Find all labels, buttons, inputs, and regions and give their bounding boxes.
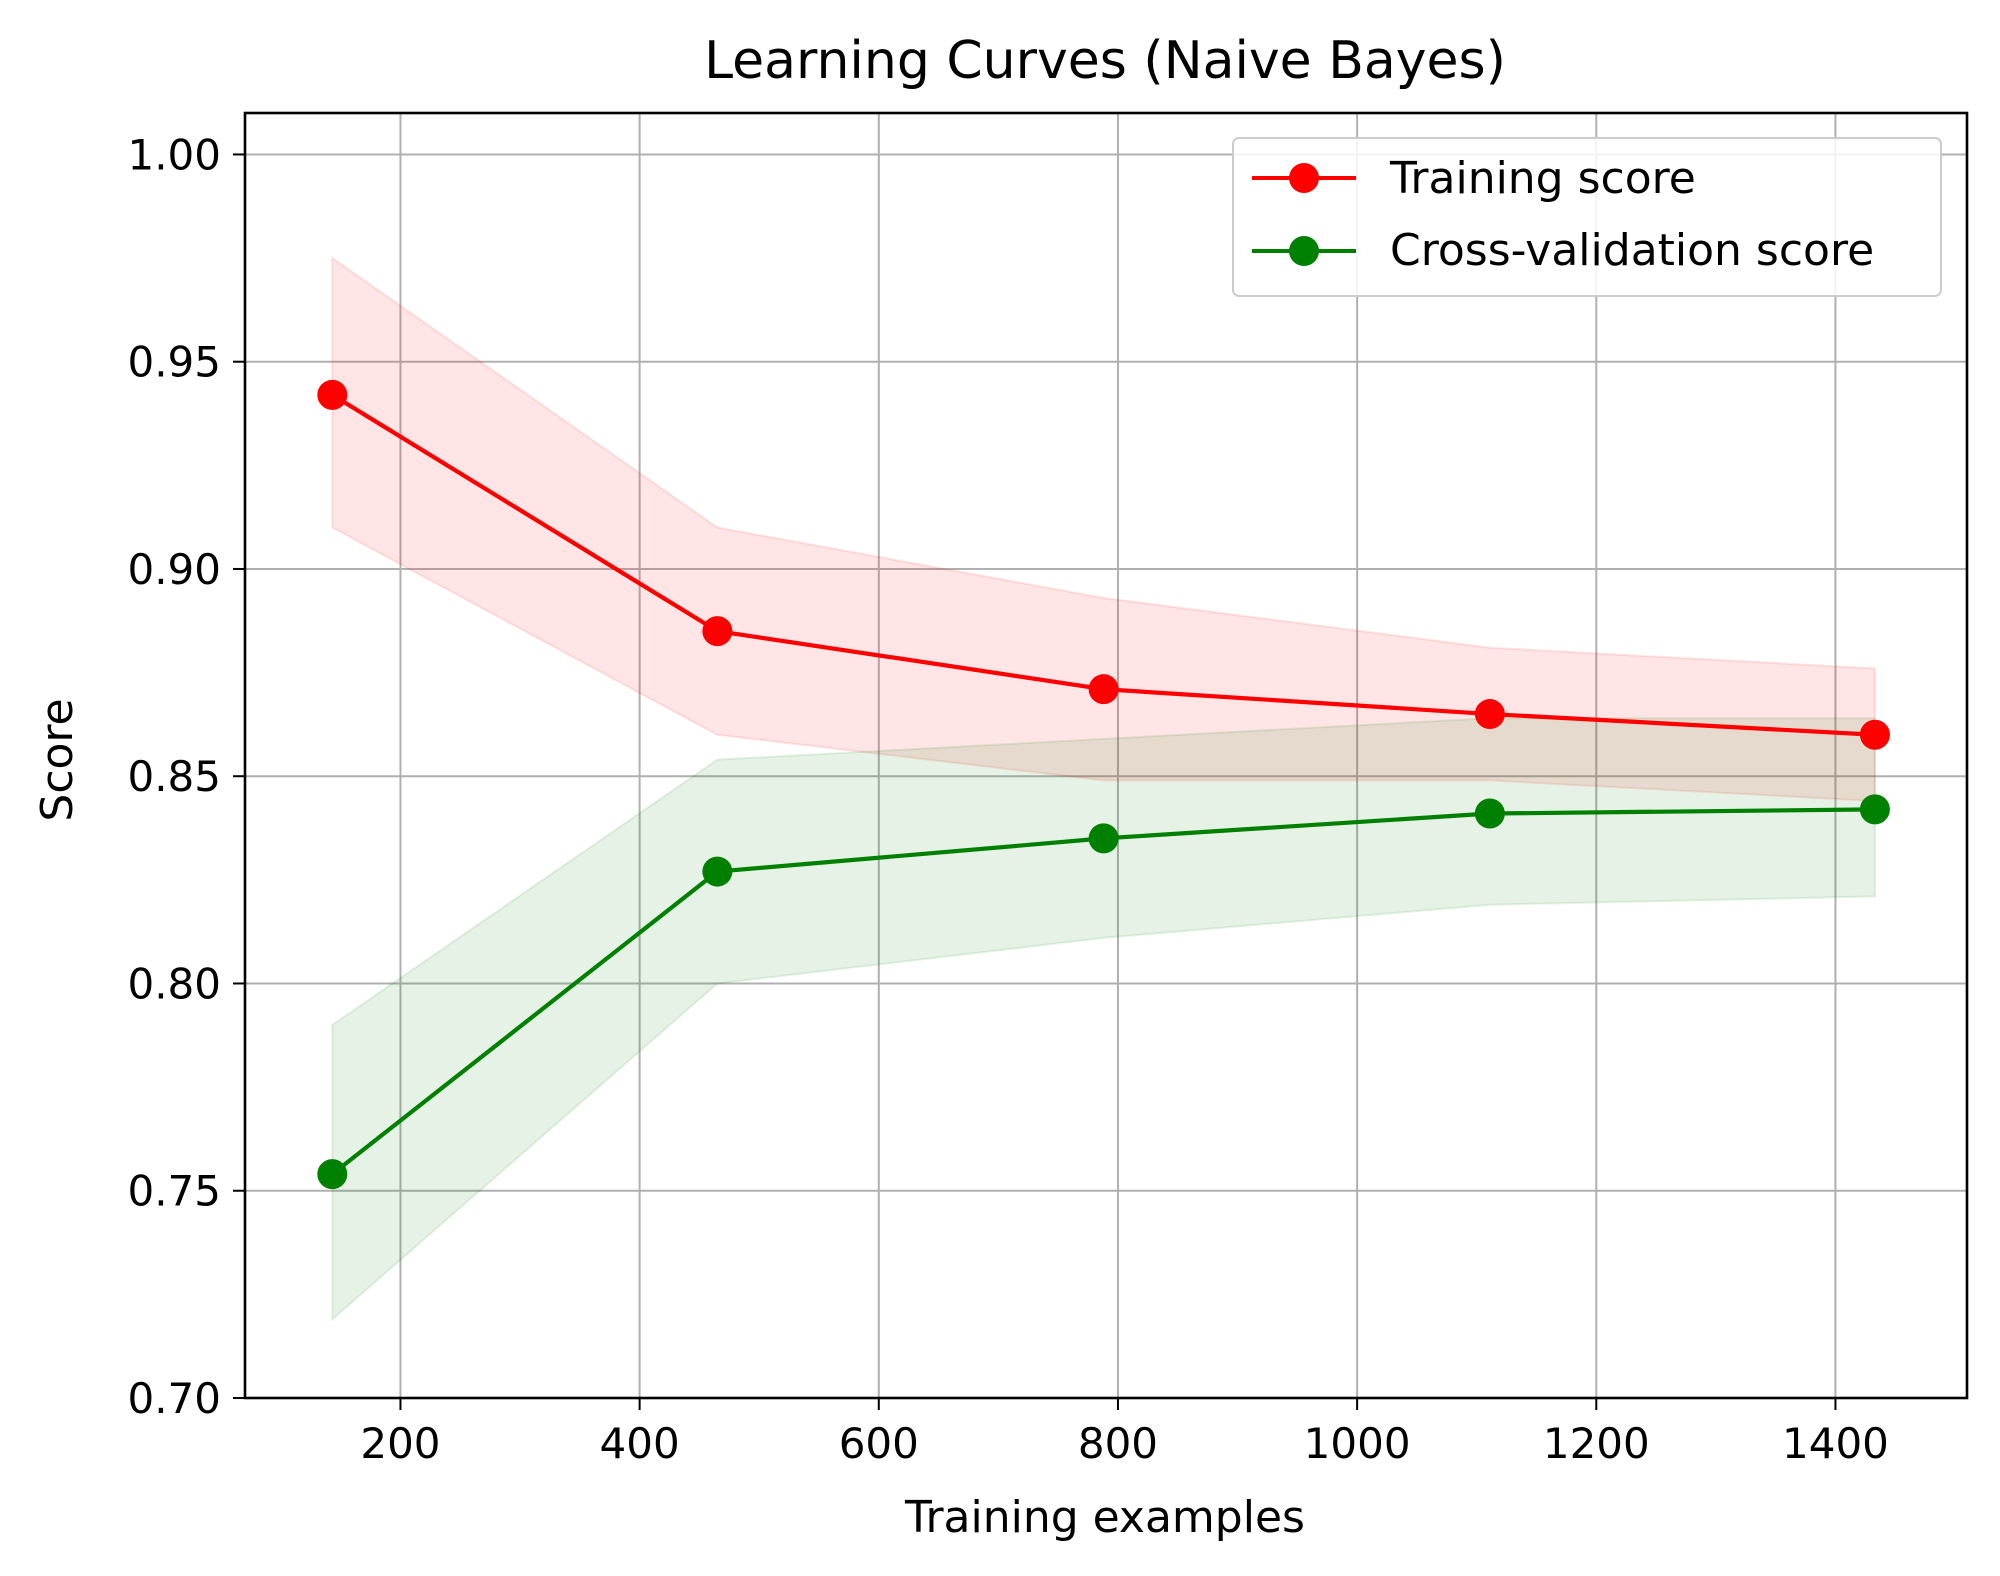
- training-score-point: [1859, 719, 1890, 750]
- cross-validation-score-point: [1088, 823, 1119, 854]
- legend-entry-training: Training score: [1252, 153, 1696, 204]
- x-tick-label: 600: [839, 1419, 919, 1468]
- training-score-point: [1474, 699, 1505, 730]
- legend-label-cross-validation: Cross-validation score: [1390, 225, 1874, 276]
- y-tick-label: 1.00: [127, 130, 221, 179]
- y-tick-label: 0.70: [127, 1374, 221, 1423]
- x-tick-label: 400: [600, 1419, 680, 1468]
- x-tick-label: 800: [1078, 1419, 1158, 1468]
- legend-box: [1232, 137, 1942, 297]
- training-score-point: [1088, 674, 1119, 705]
- legend: Training score Cross-validation score: [1232, 137, 1942, 297]
- y-axis-ticks: 0.70 0.75 0.80 0.85 0.90 0.95 1.00: [127, 130, 245, 1423]
- y-tick-label: 0.80: [127, 959, 221, 1008]
- y-tick-label: 0.90: [127, 545, 221, 594]
- legend-label-training: Training score: [1389, 153, 1696, 204]
- legend-entry-cross-validation: Cross-validation score: [1252, 225, 1874, 276]
- y-tick-label: 0.75: [127, 1167, 221, 1216]
- chart-title: Learning Curves (Naive Bayes): [704, 31, 1506, 91]
- cross-validation-score-point: [702, 856, 733, 887]
- cross-validation-score-point: [1474, 798, 1505, 829]
- series-markers: [317, 379, 1890, 1190]
- legend-swatch-marker: [1289, 163, 1319, 193]
- cross-validation-score-point: [1859, 794, 1890, 825]
- training-score-point: [317, 379, 348, 410]
- x-tick-label: 1200: [1543, 1419, 1650, 1468]
- y-tick-label: 0.85: [127, 752, 221, 801]
- x-axis-ticks: 200 400 600 800 1000 1200 1400: [360, 1398, 1889, 1468]
- y-tick-label: 0.95: [127, 338, 221, 387]
- cross-validation-score-point: [317, 1159, 348, 1190]
- legend-swatch-marker: [1289, 236, 1319, 266]
- y-axis-label: Score: [32, 698, 83, 821]
- x-axis-label: Training examples: [904, 1492, 1305, 1543]
- training-score-point: [702, 616, 733, 647]
- x-tick-label: 1400: [1782, 1419, 1889, 1468]
- x-tick-label: 1000: [1304, 1419, 1411, 1468]
- x-tick-label: 200: [360, 1419, 440, 1468]
- plot-frame: [243, 111, 1969, 1400]
